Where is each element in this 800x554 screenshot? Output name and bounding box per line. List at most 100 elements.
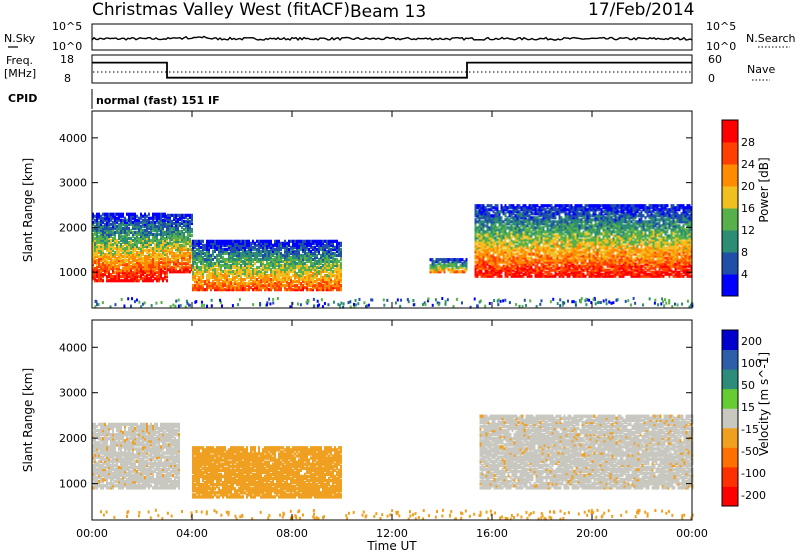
power-cell <box>502 240 505 244</box>
power-cell <box>96 273 98 277</box>
power-cell <box>160 218 162 222</box>
power-cell <box>96 254 98 259</box>
power-cell <box>148 250 150 255</box>
power-cell <box>106 234 108 238</box>
power-cell <box>183 219 185 223</box>
power-cell <box>252 288 254 292</box>
power-cell <box>94 277 96 281</box>
power-cell <box>162 254 164 259</box>
power-cell <box>116 224 118 228</box>
power-cell <box>256 278 258 282</box>
power-cell <box>554 224 557 228</box>
power-cell <box>482 238 485 242</box>
power-cell <box>100 271 102 275</box>
power-cell <box>486 268 489 272</box>
power-cell <box>152 275 154 279</box>
power-cell <box>272 271 274 276</box>
power-cell <box>496 254 499 258</box>
power-cell <box>252 247 254 251</box>
power-cell <box>294 275 296 280</box>
power-cell <box>290 247 292 251</box>
power-cell <box>173 266 175 270</box>
power-cell <box>214 286 216 290</box>
power-cell <box>586 262 589 266</box>
power-cell <box>578 270 581 274</box>
power-cell <box>152 236 154 241</box>
power-cell <box>96 244 98 249</box>
power-cell <box>130 220 132 224</box>
power-cell <box>300 288 302 292</box>
power-cell <box>164 277 166 281</box>
power-cell <box>288 243 290 247</box>
power-cell <box>230 284 232 288</box>
power-cell <box>183 233 185 238</box>
power-cell <box>530 274 533 278</box>
power-cell <box>187 254 189 258</box>
power-cell <box>204 265 206 270</box>
power-cell <box>232 278 234 282</box>
power-cell <box>98 240 100 245</box>
power-cell <box>488 234 491 238</box>
power-cell <box>116 271 118 275</box>
power-cell <box>156 271 158 275</box>
power-cell <box>340 255 342 260</box>
power-cell <box>248 257 250 262</box>
power-cell <box>234 243 236 247</box>
power-cell <box>252 245 254 249</box>
power-cell <box>136 271 138 275</box>
power-cell <box>248 271 250 276</box>
power-cell <box>154 258 156 263</box>
power-cell <box>96 226 98 230</box>
power-cell <box>198 286 200 290</box>
power-cell <box>160 248 162 253</box>
power-cell <box>449 262 452 266</box>
power-cell <box>437 270 440 274</box>
power-cell <box>252 275 254 280</box>
power-cell <box>482 250 485 254</box>
power-cell <box>250 241 252 245</box>
power-cell <box>173 235 175 240</box>
power-cell <box>126 240 128 245</box>
power-cell <box>116 244 118 249</box>
power-cell <box>214 273 216 278</box>
power-cell <box>465 264 468 268</box>
power-cell <box>240 273 242 278</box>
power-cell <box>590 204 593 208</box>
power-cell <box>320 241 322 245</box>
power-cell <box>179 215 181 219</box>
power-cell <box>478 222 481 226</box>
power-cell <box>96 230 98 234</box>
power-cell <box>328 261 330 266</box>
power-cell <box>248 273 250 278</box>
power-cell <box>206 239 208 243</box>
power-cell <box>102 216 104 220</box>
power-cell <box>130 273 132 277</box>
power-cell <box>100 218 102 222</box>
power-cell <box>318 288 320 292</box>
power-cell <box>189 256 191 260</box>
power-cell <box>120 258 122 263</box>
power-cell <box>169 231 171 236</box>
power-cell <box>210 286 212 290</box>
power-cell <box>447 260 450 264</box>
power-cell <box>202 265 204 270</box>
power-cell <box>336 267 338 272</box>
power-cell <box>437 258 440 262</box>
power-cell <box>474 256 477 260</box>
power-cell <box>266 265 268 270</box>
power-cell <box>302 261 304 266</box>
power-cell <box>316 275 318 280</box>
power-cell <box>536 204 539 208</box>
power-cell <box>244 253 246 258</box>
power-cell <box>459 260 462 264</box>
power-cell <box>136 224 138 228</box>
power-cell <box>496 270 499 274</box>
power-cell <box>310 243 312 247</box>
power-cell <box>476 236 479 240</box>
power-cell <box>132 258 134 263</box>
power-cell <box>200 255 202 260</box>
power-cell <box>328 265 330 270</box>
power-cell <box>294 263 296 268</box>
power-cell <box>290 286 292 290</box>
power-cell <box>96 236 98 241</box>
